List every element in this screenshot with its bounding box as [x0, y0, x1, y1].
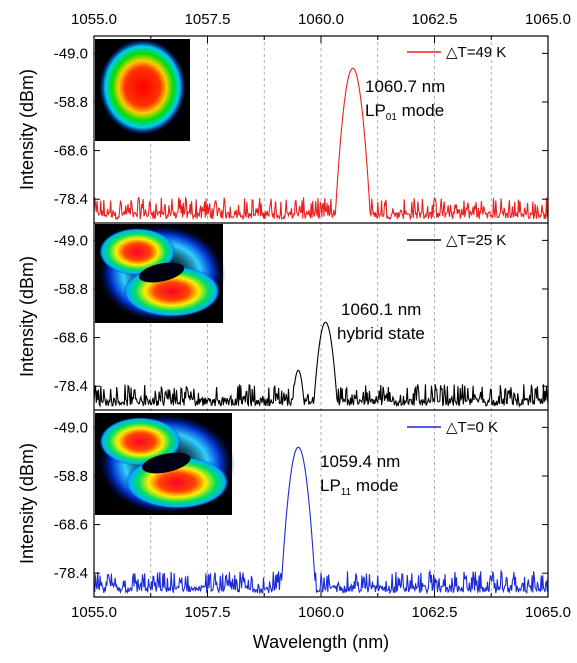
beam-profile-inset-1	[95, 39, 190, 141]
peak-wavelength-label: 1060.1 nm	[341, 300, 421, 319]
mode-label-suffix: mode	[351, 476, 398, 495]
x-tick-label-top: 1060.0	[298, 11, 344, 28]
y-tick-label: -49.0	[54, 419, 88, 436]
legend-3: △T=0 K	[407, 419, 498, 436]
y-tick-label: -78.4	[54, 565, 88, 582]
beam-node	[142, 452, 191, 474]
mode-label-subscript: 11	[341, 487, 352, 498]
mode-label: LP01 mode	[365, 101, 444, 123]
spectrum-panel-3: △T=0 K 1059.4 nm LP11 mode	[93, 413, 549, 595]
y-tick-label: -78.4	[54, 191, 88, 208]
x-tick-label-bottom: 1057.5	[185, 604, 231, 621]
y-axis-title: Intensity (dBm)	[17, 256, 37, 377]
spectrum-panel-2: △T=25 K 1060.1 nm hybrid state	[93, 224, 549, 408]
y-tick-label: -58.8	[54, 94, 88, 111]
spectrum-line-2	[93, 321, 549, 408]
x-tick-label-top: 1062.5	[412, 11, 458, 28]
y-tick-label: -58.8	[54, 468, 88, 485]
legend-label: △T=0 K	[446, 419, 498, 436]
x-tick-label-bottom: 1065.0	[525, 604, 571, 621]
beam-spot	[98, 39, 187, 135]
beam-lobe-upper	[98, 227, 176, 276]
spectrum-line-1	[93, 67, 549, 221]
beam-node	[138, 262, 185, 283]
spectrum-line-3	[93, 446, 549, 595]
y-tick-label: -68.6	[54, 143, 88, 160]
axes-layer: -49.0 -58.8 -68.6 -78.4 Intensity (dBm) -49.0…	[17, 11, 571, 652]
y-axis-title: Intensity (dBm)	[17, 69, 37, 190]
peak-wavelength-label: 1060.7 nm	[365, 77, 445, 96]
y-tick-label: -58.8	[54, 281, 88, 298]
x-tick-label-top: 1065.0	[525, 11, 571, 28]
mode-label: LP11 mode	[320, 476, 398, 498]
y-tick-label: -78.4	[54, 378, 88, 395]
x-axis-title: Wavelength (nm)	[253, 632, 389, 652]
mode-label-main: LP	[365, 101, 386, 120]
peak-wavelength-label: 1059.4 nm	[320, 452, 400, 471]
mode-label-subscript: 01	[386, 112, 398, 123]
x-tick-label-bottom: 1062.5	[412, 604, 458, 621]
beam-lobe-upper	[99, 417, 182, 467]
y-tick-label: -49.0	[54, 45, 88, 62]
mode-label-main: LP	[320, 476, 341, 495]
legend-label: △T=25 K	[446, 232, 506, 249]
y-tick-label: -68.6	[54, 517, 88, 534]
legend-label: △T=49 K	[446, 44, 506, 61]
mode-label-suffix: mode	[397, 101, 444, 120]
y-tick-label: -49.0	[54, 232, 88, 249]
x-tick-label-top: 1057.5	[185, 11, 231, 28]
state-label: hybrid state	[337, 324, 425, 343]
beam-profile-inset-2	[95, 224, 226, 323]
y-tick-label: -68.6	[54, 330, 88, 347]
legend-1: △T=49 K	[407, 44, 506, 61]
x-tick-label-bottom: 1055.0	[71, 604, 117, 621]
legend-2: △T=25 K	[407, 232, 506, 249]
x-tick-label-top: 1055.0	[71, 11, 117, 28]
x-tick-label-bottom: 1060.0	[298, 604, 344, 621]
y-axis-title: Intensity (dBm)	[17, 443, 37, 564]
beam-profile-inset-3	[95, 413, 235, 515]
